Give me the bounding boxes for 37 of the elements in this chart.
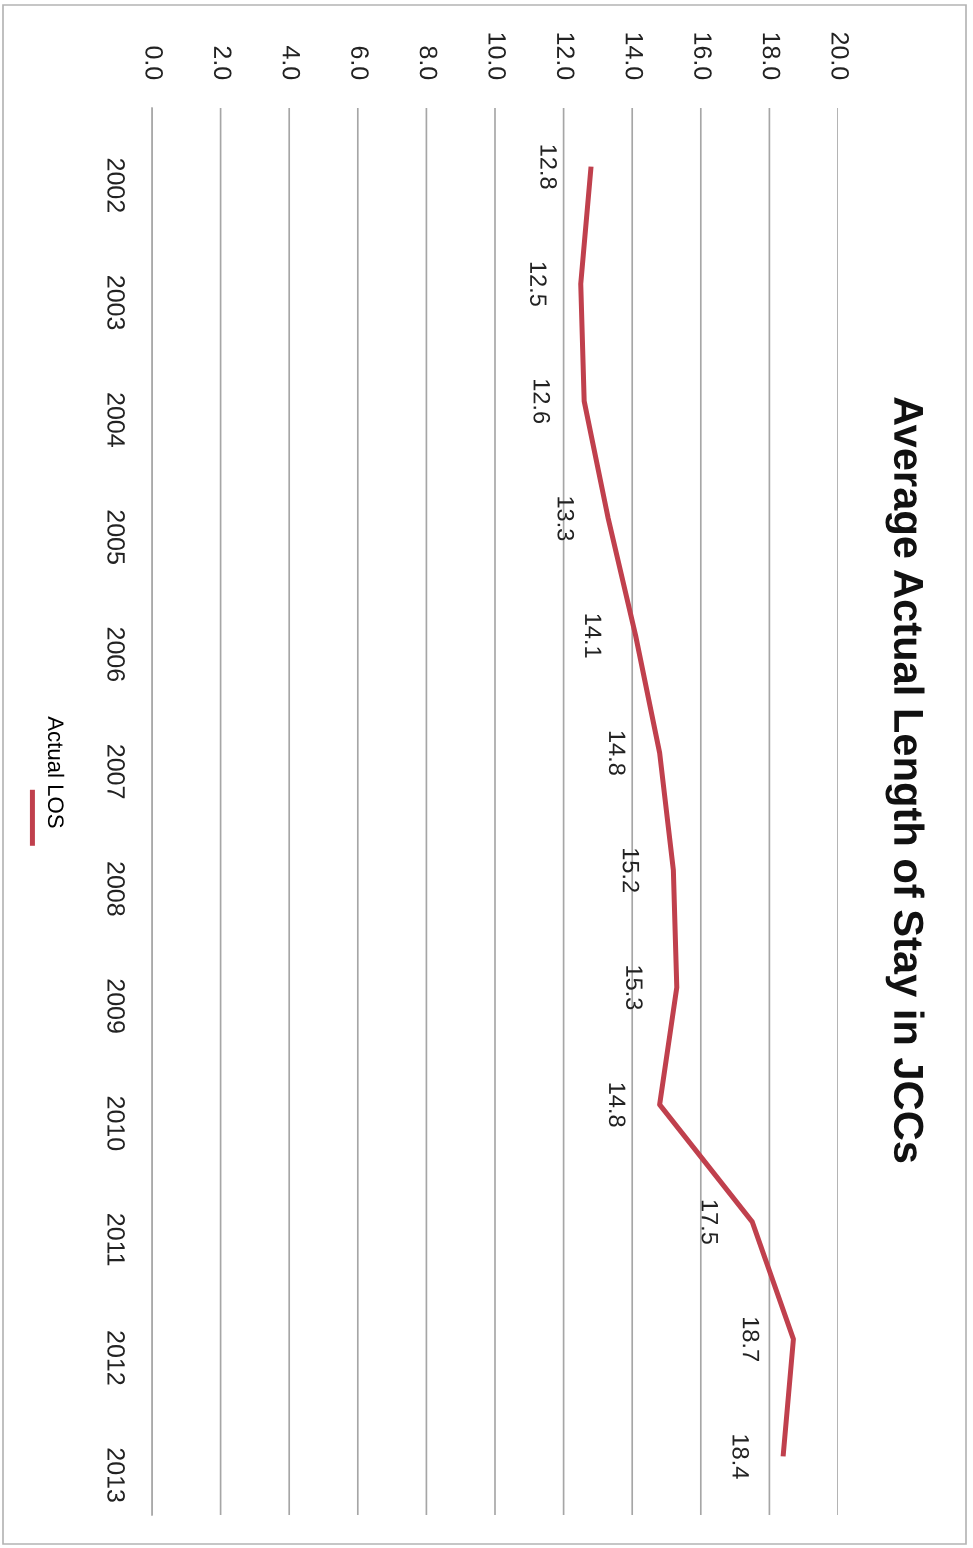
data-label: 12.5 xyxy=(529,262,547,306)
y-tick-label: 2012 xyxy=(107,1331,125,1385)
data-label: 18.7 xyxy=(742,1317,760,1361)
y-tick-label: 2009 xyxy=(107,979,125,1033)
y-tick-label: 2010 xyxy=(107,1096,125,1151)
y-tick-label: 2013 xyxy=(107,1448,125,1502)
data-label: 14.1 xyxy=(585,614,602,658)
y-tick-label: 2002 xyxy=(107,158,125,212)
x-tick-label: 20.0 xyxy=(831,32,849,80)
x-tick-label: 18.0 xyxy=(762,33,781,80)
x-tick-label: 2.0 xyxy=(213,46,232,80)
y-tick-label: 2005 xyxy=(107,510,125,564)
y-tick-label: 2003 xyxy=(107,276,125,330)
x-tick-label: 12.0 xyxy=(556,33,575,80)
x-tick-label: 16.0 xyxy=(694,33,712,80)
data-label: 13.3 xyxy=(557,497,575,541)
data-label: 15.3 xyxy=(626,966,643,1010)
x-tick-label: 4.0 xyxy=(282,46,301,80)
x-tick-label: 8.0 xyxy=(419,46,438,80)
text: Actual LOS xyxy=(47,716,65,828)
x-tick-label: 14.0 xyxy=(625,33,644,80)
data-label: 14.8 xyxy=(608,731,626,775)
y-tick-label: 2006 xyxy=(107,627,125,682)
y-tick-label: 2004 xyxy=(107,393,125,447)
x-tick-label: 10.0 xyxy=(488,33,506,80)
data-label: 12.6 xyxy=(533,379,551,424)
y-tick-label: 2007 xyxy=(107,745,125,799)
data-label: 12.8 xyxy=(540,145,557,189)
data-label: 15.2 xyxy=(622,848,640,892)
text: Average Actual Length of Stay in JCCs xyxy=(885,397,925,1163)
x-tick-label: 6.0 xyxy=(351,46,369,80)
y-tick-label: 2011 xyxy=(107,1214,125,1266)
data-label: 14.8 xyxy=(608,1083,626,1127)
data-label: 17.5 xyxy=(701,1200,718,1244)
y-tick-label: 2008 xyxy=(107,862,125,916)
data-label: 18.4 xyxy=(732,1435,750,1479)
x-tick-label: 0.0 xyxy=(145,46,163,80)
